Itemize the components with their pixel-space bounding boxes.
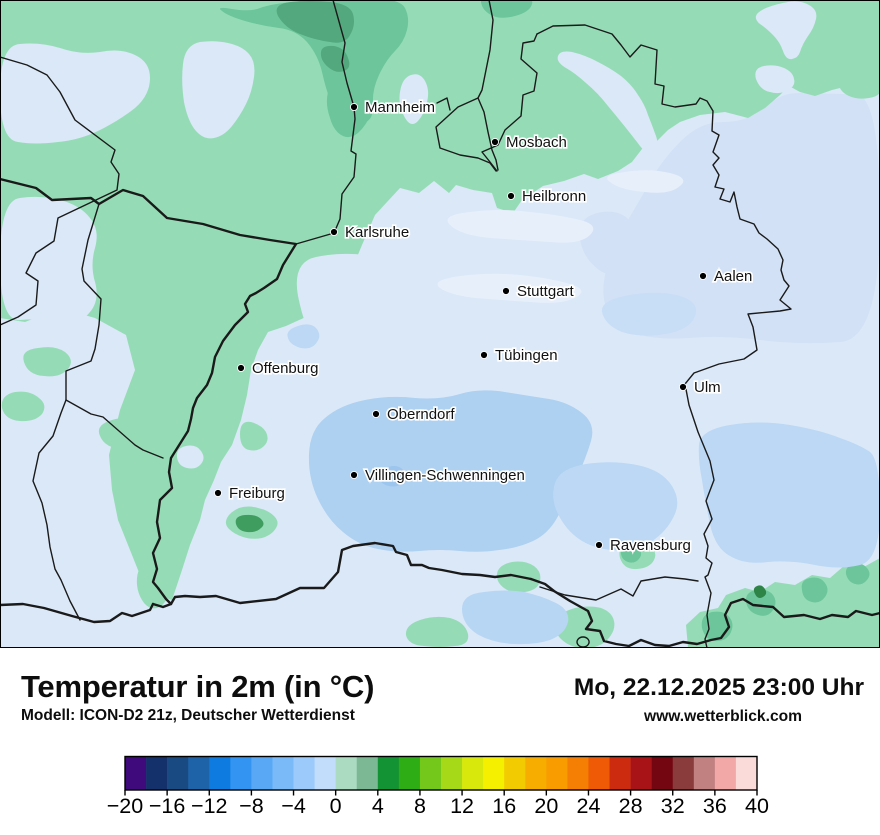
svg-text:0: 0 bbox=[330, 794, 342, 818]
svg-text:20: 20 bbox=[534, 794, 558, 818]
svg-text:36: 36 bbox=[703, 794, 727, 818]
svg-text:Ravensburg: Ravensburg bbox=[610, 537, 691, 554]
svg-text:Freiburg: Freiburg bbox=[229, 485, 285, 502]
svg-text:Oberndorf: Oberndorf bbox=[387, 406, 455, 423]
svg-text:28: 28 bbox=[619, 794, 643, 818]
svg-text:Karlsruhe: Karlsruhe bbox=[345, 224, 409, 241]
svg-text:Ulm: Ulm bbox=[694, 379, 721, 396]
svg-text:40: 40 bbox=[745, 794, 769, 818]
svg-text:−20: −20 bbox=[107, 794, 144, 818]
svg-text:Aalen: Aalen bbox=[714, 268, 752, 285]
svg-text:−8: −8 bbox=[239, 794, 264, 818]
svg-text:12: 12 bbox=[450, 794, 474, 818]
svg-text:Tübingen: Tübingen bbox=[495, 347, 558, 364]
svg-text:Stuttgart: Stuttgart bbox=[517, 283, 575, 300]
svg-text:−12: −12 bbox=[191, 794, 227, 818]
svg-text:16: 16 bbox=[492, 794, 516, 818]
svg-text:Heilbronn: Heilbronn bbox=[522, 188, 586, 205]
svg-text:4: 4 bbox=[372, 794, 384, 818]
svg-text:8: 8 bbox=[414, 794, 426, 818]
svg-text:−4: −4 bbox=[281, 794, 306, 818]
svg-text:24: 24 bbox=[577, 794, 601, 818]
svg-text:Mannheim: Mannheim bbox=[365, 99, 435, 116]
svg-text:−16: −16 bbox=[149, 794, 186, 818]
svg-text:32: 32 bbox=[661, 794, 685, 818]
svg-text:Offenburg: Offenburg bbox=[252, 360, 318, 377]
svg-text:Villingen-Schwenningen: Villingen-Schwenningen bbox=[365, 467, 525, 484]
svg-text:Mosbach: Mosbach bbox=[506, 134, 567, 151]
